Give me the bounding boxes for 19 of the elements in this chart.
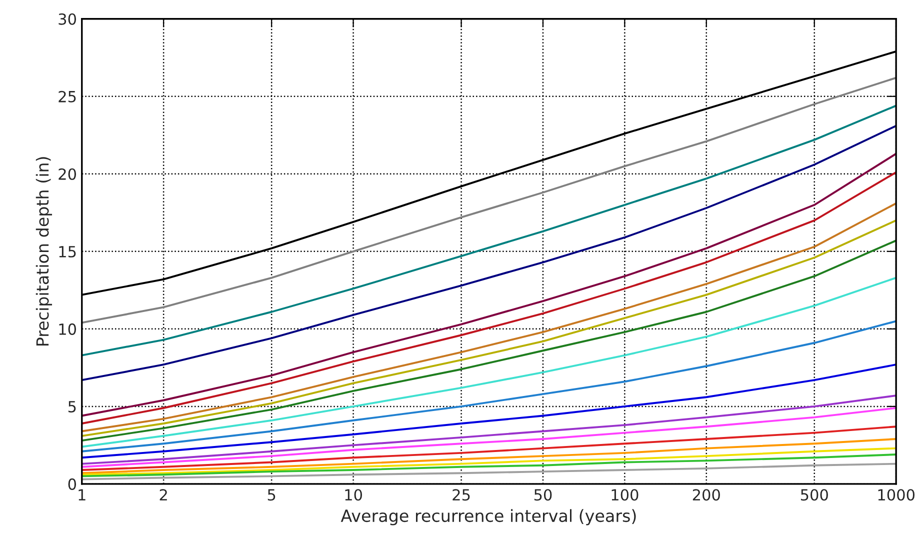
y-tick-label: 30 bbox=[58, 13, 76, 25]
y-tick-label: 15 bbox=[59, 246, 76, 258]
x-tick-label: 1000 bbox=[878, 489, 915, 501]
x-tick-label: 500 bbox=[800, 489, 828, 501]
x-tick-label: 25 bbox=[452, 489, 470, 501]
y-axis-title: Precipitation depth (in) bbox=[36, 157, 52, 346]
x-tick-label: 1 bbox=[78, 489, 86, 500]
y-tick-label: 5 bbox=[68, 401, 76, 412]
x-tick-label: 50 bbox=[534, 489, 552, 501]
y-tick-label: 10 bbox=[59, 323, 76, 335]
x-tick-label: 100 bbox=[612, 489, 638, 501]
x-axis-title: Average recurrence interval (years) bbox=[340, 509, 636, 526]
x-tick-label: 5 bbox=[268, 489, 276, 501]
y-tick-label: 20 bbox=[58, 168, 76, 180]
y-tick-label: 0 bbox=[68, 478, 76, 490]
x-tick-label: 10 bbox=[345, 489, 362, 501]
x-tick-label: 200 bbox=[692, 489, 720, 501]
y-tick-label: 25 bbox=[58, 90, 76, 102]
x-tick-label: 2 bbox=[160, 489, 167, 500]
